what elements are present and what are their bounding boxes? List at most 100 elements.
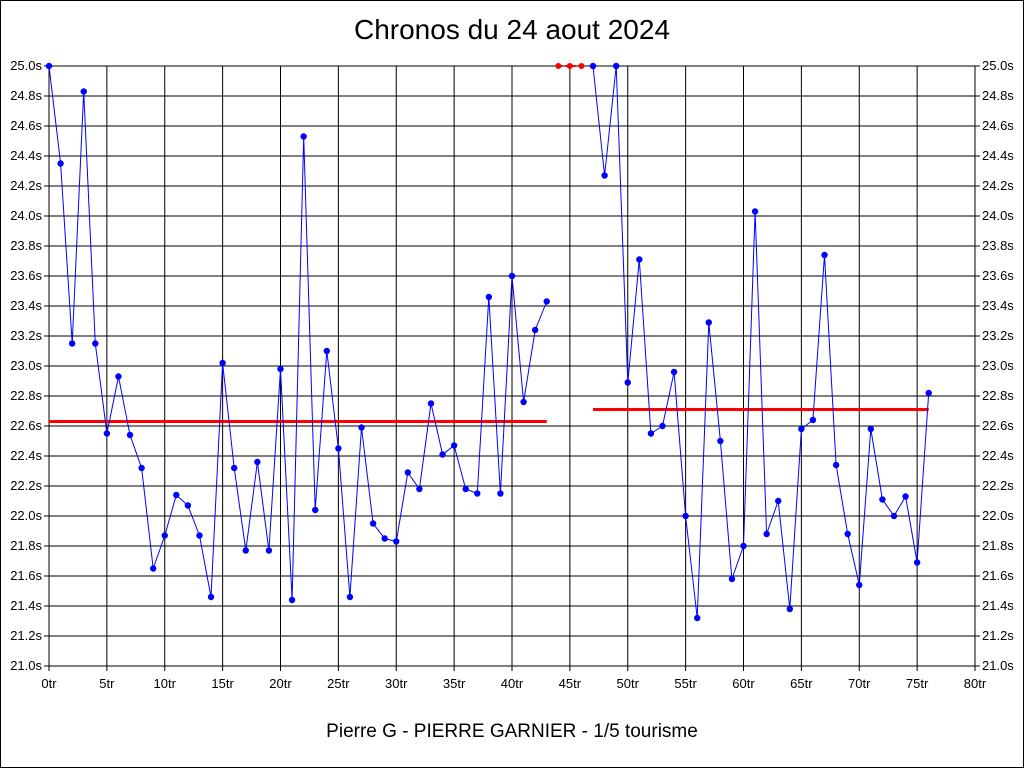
data-point <box>161 532 168 539</box>
y-tick-label-left: 22.8s <box>10 388 42 403</box>
data-point <box>277 365 284 373</box>
data-point <box>68 340 76 347</box>
x-tick-label: 20tr <box>269 676 292 691</box>
data-point <box>925 389 932 397</box>
y-tick-label-right: 24.8s <box>982 88 1014 103</box>
data-point <box>138 464 145 472</box>
y-tick-label-right: 24.2s <box>982 178 1014 193</box>
data-point <box>45 62 53 70</box>
data-point <box>856 581 863 589</box>
data-point <box>254 458 261 466</box>
data-point <box>647 430 655 437</box>
data-point <box>751 208 759 215</box>
y-tick-label-left: 21.2s <box>10 628 42 643</box>
data-point <box>543 298 550 305</box>
y-tick-label-right: 23.6s <box>982 268 1014 283</box>
data-point <box>288 596 296 604</box>
y-tick-label-left: 22.0s <box>10 508 42 523</box>
data-point <box>427 400 435 407</box>
chart-subtitle: Pierre G - PIERRE GARNIER - 1/5 tourisme <box>326 721 698 742</box>
y-tick-label-right: 22.2s <box>982 478 1014 493</box>
y-tick-label-right: 23.4s <box>982 298 1014 313</box>
data-point <box>508 272 516 280</box>
data-point <box>844 530 851 538</box>
y-tick-label-right: 22.8s <box>982 388 1014 403</box>
y-tick-label-right: 23.2s <box>982 328 1014 343</box>
chart-title: Chronos du 24 aout 2024 <box>353 14 671 45</box>
data-point <box>335 445 342 452</box>
data-point <box>393 538 400 545</box>
y-tick-label-right: 21.4s <box>982 598 1014 613</box>
y-tick-label-left: 21.0s <box>10 658 42 673</box>
data-point <box>173 491 180 499</box>
data-point <box>497 490 504 497</box>
data-point <box>485 293 493 301</box>
y-tick-label-left: 22.4s <box>10 448 42 463</box>
data-point <box>323 347 330 355</box>
data-point <box>740 542 747 550</box>
data-point <box>115 373 122 380</box>
y-tick-label-left: 22.2s <box>10 478 42 493</box>
y-tick-label-right: 21.2s <box>982 628 1014 643</box>
y-tick-label-left: 21.8s <box>10 538 42 553</box>
data-point <box>694 614 701 622</box>
data-point <box>184 502 192 509</box>
data-point <box>300 133 307 140</box>
data-point <box>358 424 365 431</box>
data-point <box>786 605 793 613</box>
x-tick-label: 60tr <box>732 676 755 691</box>
x-tick-label: 55tr <box>674 676 697 691</box>
data-point <box>80 88 87 95</box>
data-point <box>439 451 446 458</box>
x-tick-label: 10tr <box>154 676 177 691</box>
data-point <box>404 469 412 476</box>
data-point <box>196 532 203 539</box>
data-point <box>867 425 875 433</box>
data-point <box>705 319 712 326</box>
x-tick-label: 25tr <box>327 676 350 691</box>
data-point <box>636 256 643 263</box>
data-point <box>728 575 736 583</box>
y-tick-label-right: 21.8s <box>982 538 1014 553</box>
data-point <box>612 62 620 70</box>
y-tick-label-left: 21.6s <box>10 568 42 583</box>
data-point <box>531 326 539 334</box>
data-point <box>126 431 134 439</box>
data-point <box>589 62 597 70</box>
x-tick-label: 80tr <box>964 676 987 691</box>
data-point <box>775 497 782 505</box>
x-tick-label: 15tr <box>211 676 234 691</box>
data-point <box>821 251 828 259</box>
data-point <box>832 461 840 469</box>
y-tick-label-left: 23.6s <box>10 268 42 283</box>
x-tick-label: 5tr <box>99 676 115 691</box>
y-tick-label-left: 23.2s <box>10 328 42 343</box>
data-point <box>149 565 157 572</box>
y-tick-label-left: 21.4s <box>10 598 42 613</box>
x-tick-label: 50tr <box>617 676 640 691</box>
capped-point <box>555 63 562 69</box>
capped-point <box>578 63 585 69</box>
x-tick-label: 75tr <box>906 676 929 691</box>
data-point <box>103 430 111 437</box>
data-point <box>659 422 666 430</box>
data-point <box>450 442 458 449</box>
data-point <box>265 547 273 554</box>
data-point <box>809 416 817 424</box>
data-point <box>763 530 770 538</box>
data-point <box>369 520 377 527</box>
y-tick-label-right: 22.0s <box>982 508 1014 523</box>
data-point <box>798 425 805 433</box>
y-tick-label-left: 24.8s <box>10 88 42 103</box>
x-tick-label: 40tr <box>501 676 524 691</box>
data-point <box>462 485 469 493</box>
data-point <box>682 512 689 520</box>
data-point <box>670 368 678 376</box>
y-tick-label-left: 25.0s <box>10 58 42 73</box>
data-point <box>717 437 724 445</box>
data-point <box>879 496 886 503</box>
data-point <box>624 379 631 386</box>
x-tick-label: 35tr <box>443 676 466 691</box>
data-point <box>231 464 238 472</box>
